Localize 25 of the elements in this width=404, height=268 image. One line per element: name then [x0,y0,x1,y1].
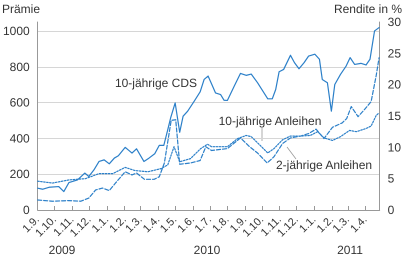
y-tick-label: 200 [10,167,30,182]
x-tick-label: 1.3. [123,214,145,236]
y-axis-title: Prämie [2,2,40,16]
y2-tick-label: 25 [388,46,402,60]
y2-tick-label: 5 [388,172,395,186]
y2-tick-label: 20 [388,78,402,92]
text: 2011 [337,243,364,257]
x-tick-label: 1.5. [158,214,180,236]
series-label: 10-jährige CDS [114,76,197,90]
text: 2010 [194,243,221,257]
x-tick-label: 1.1. [90,214,112,236]
series-label: 10-jährige Anleihen [218,114,322,128]
y2-axis-title: Rendite in % [334,2,402,16]
y2-tick-label: 10 [388,140,402,154]
series-label: 2-jährige Anleihen [276,158,372,172]
text: 2009 [48,243,76,257]
y2-tick-label: 0 [388,203,395,217]
y-tick-label: 1000 [2,24,30,38]
y-tick-label: 0 [23,203,30,217]
y-tick-label: 600 [10,96,30,110]
y-tick-label: 800 [10,60,30,74]
y2-tick-label: 15 [388,109,402,123]
y-tick-label: 400 [10,131,30,146]
y2-tick-label: 30 [388,15,402,29]
x-tick-label: 1.1. [297,214,319,236]
